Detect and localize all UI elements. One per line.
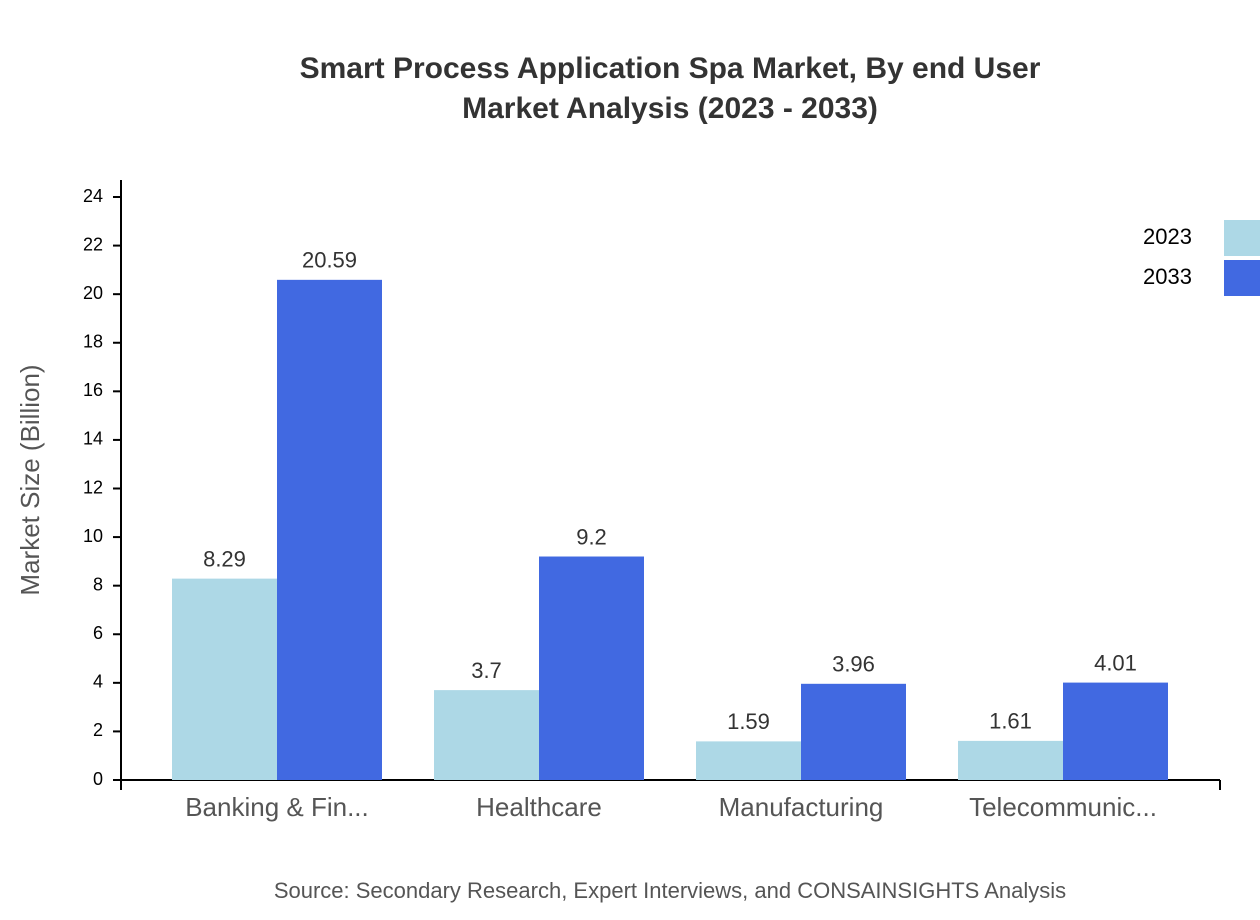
value-label: 20.59: [302, 248, 357, 273]
value-label: 3.96: [832, 652, 875, 677]
y-tick-label: 2: [93, 720, 103, 740]
value-label: 9.2: [576, 524, 607, 549]
legend-label: 2033: [1143, 264, 1192, 289]
y-tick-label: 6: [93, 623, 103, 643]
x-tick-label: Banking & Fin...: [185, 792, 369, 822]
y-tick-label: 8: [93, 574, 103, 594]
chart-title: Market Analysis (2023 - 2033): [462, 92, 878, 125]
value-label: 4.01: [1094, 650, 1137, 675]
legend-swatch: [1224, 220, 1260, 256]
value-label: 3.7: [471, 658, 502, 683]
y-axis-label: Market Size (Billion): [15, 364, 45, 595]
y-tick-label: 24: [83, 186, 103, 206]
bar: [539, 556, 644, 780]
y-tick-label: 12: [83, 477, 103, 497]
bar: [801, 683, 906, 780]
value-label: 1.61: [989, 709, 1032, 734]
y-tick-label: 4: [93, 672, 103, 692]
bar: [172, 578, 277, 780]
bar: [1063, 682, 1168, 780]
y-tick-label: 0: [93, 769, 103, 789]
x-tick-label: Manufacturing: [719, 792, 884, 822]
value-label: 8.29: [203, 546, 246, 571]
y-tick-label: 10: [83, 526, 103, 546]
chart-title: Smart Process Application Spa Market, By…: [300, 52, 1041, 85]
legend-label: 2023: [1143, 224, 1192, 249]
bar: [696, 741, 801, 780]
y-tick-label: 20: [83, 283, 103, 303]
source-note: Source: Secondary Research, Expert Inter…: [274, 878, 1066, 903]
y-tick-label: 22: [83, 234, 103, 254]
bar: [434, 690, 539, 780]
bar: [958, 740, 1063, 780]
value-label: 1.59: [727, 709, 770, 734]
x-tick-label: Telecommunic...: [969, 792, 1157, 822]
x-tick-label: Healthcare: [476, 792, 602, 822]
legend-swatch: [1224, 260, 1260, 296]
y-tick-label: 16: [83, 380, 103, 400]
bar: [277, 279, 382, 780]
y-tick-label: 14: [83, 429, 103, 449]
y-tick-label: 18: [83, 332, 103, 352]
